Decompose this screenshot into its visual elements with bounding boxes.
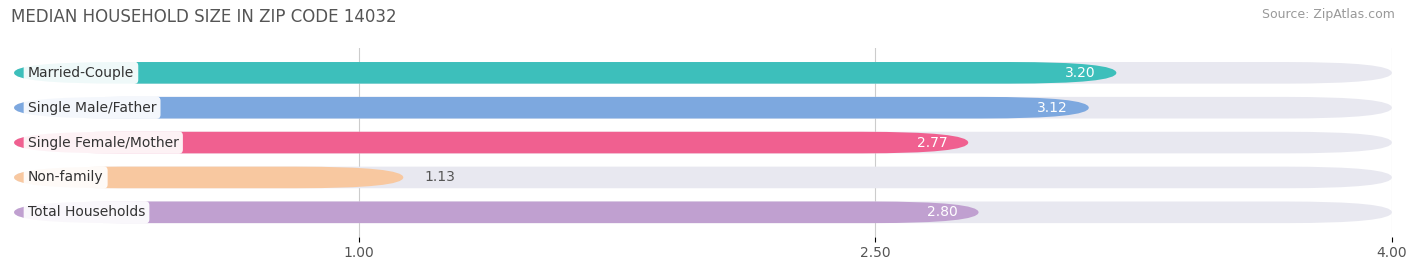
FancyBboxPatch shape <box>14 132 969 153</box>
FancyBboxPatch shape <box>14 201 979 223</box>
FancyBboxPatch shape <box>14 62 1392 84</box>
FancyBboxPatch shape <box>14 62 1116 84</box>
Text: 3.20: 3.20 <box>1066 66 1095 80</box>
Text: Married-Couple: Married-Couple <box>28 66 134 80</box>
Text: 2.80: 2.80 <box>927 205 957 219</box>
FancyBboxPatch shape <box>14 97 1088 119</box>
Text: Single Male/Father: Single Male/Father <box>28 101 156 115</box>
Text: 2.77: 2.77 <box>917 136 948 150</box>
Text: Non-family: Non-family <box>28 171 104 185</box>
FancyBboxPatch shape <box>14 201 1392 223</box>
FancyBboxPatch shape <box>14 97 1392 119</box>
FancyBboxPatch shape <box>14 167 1392 188</box>
FancyBboxPatch shape <box>14 167 404 188</box>
FancyBboxPatch shape <box>14 132 1392 153</box>
Text: 1.13: 1.13 <box>425 171 456 185</box>
Text: MEDIAN HOUSEHOLD SIZE IN ZIP CODE 14032: MEDIAN HOUSEHOLD SIZE IN ZIP CODE 14032 <box>11 8 396 26</box>
Text: Source: ZipAtlas.com: Source: ZipAtlas.com <box>1261 8 1395 21</box>
Text: Total Households: Total Households <box>28 205 145 219</box>
Text: Single Female/Mother: Single Female/Mother <box>28 136 179 150</box>
Text: 3.12: 3.12 <box>1038 101 1069 115</box>
